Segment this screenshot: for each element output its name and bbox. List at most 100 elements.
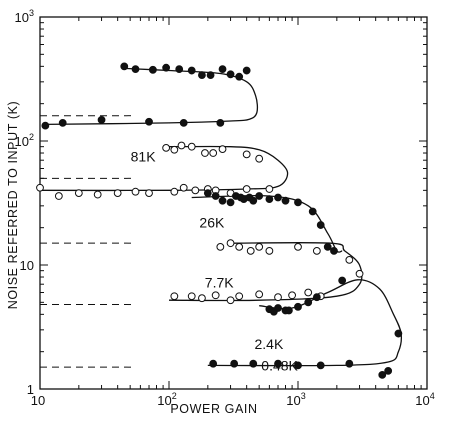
data-point — [175, 65, 184, 74]
data-point — [131, 187, 140, 196]
y-tick-label: 1 — [27, 382, 34, 397]
data-point — [226, 198, 235, 207]
data-point — [198, 71, 206, 79]
series-label: 81K — [131, 148, 157, 164]
data-point — [355, 269, 364, 278]
data-point — [330, 246, 338, 255]
data-point — [294, 242, 302, 251]
data-point — [242, 185, 251, 193]
x-tick-label: 10 — [31, 393, 45, 408]
data-point — [198, 294, 206, 303]
data-point — [170, 292, 179, 301]
data-point — [288, 291, 296, 300]
data-point — [218, 145, 227, 154]
axis-ticks — [39, 17, 427, 390]
data-point — [36, 183, 44, 192]
data-point — [345, 255, 354, 264]
data-point — [211, 192, 220, 200]
data-point — [274, 359, 282, 368]
series-label: 2.4K — [255, 336, 284, 352]
data-point — [246, 246, 255, 255]
data-point — [384, 366, 393, 375]
data-point — [218, 196, 227, 205]
data-point — [216, 242, 225, 251]
data-point — [113, 189, 122, 198]
data-point — [249, 359, 258, 368]
data-point — [162, 143, 171, 152]
data-points — [36, 62, 403, 379]
data-point — [131, 65, 140, 74]
data-point — [211, 291, 220, 300]
data-point — [312, 246, 321, 255]
data-point — [255, 192, 264, 200]
data-point — [206, 71, 215, 79]
data-point — [145, 117, 153, 126]
data-point — [177, 141, 186, 150]
data-point — [230, 359, 239, 368]
data-point — [201, 149, 209, 157]
fit-curve — [39, 145, 289, 192]
data-point — [187, 142, 196, 151]
data-point — [209, 149, 218, 157]
data-point — [97, 115, 106, 124]
series-label: 0.48K — [261, 357, 298, 373]
data-point — [242, 150, 251, 159]
data-point — [304, 298, 313, 307]
plot-border — [39, 16, 428, 390]
series-label: 7.7K — [205, 275, 234, 291]
data-point — [226, 239, 235, 248]
x-axis-label: POWER GAIN — [170, 402, 257, 416]
x-tick-label: 102 — [157, 391, 176, 408]
data-point — [209, 359, 218, 368]
x-tick-labels: 10 102 103 104 — [31, 391, 435, 408]
data-point — [274, 304, 282, 312]
data-point — [148, 65, 157, 74]
data-point — [249, 196, 258, 205]
data-point — [58, 118, 67, 127]
data-point — [187, 66, 196, 75]
data-point — [345, 359, 354, 368]
data-point — [54, 192, 63, 200]
data-point — [338, 276, 347, 285]
data-point — [235, 242, 244, 251]
data-point — [203, 189, 212, 198]
data-point — [93, 190, 102, 199]
data-point — [191, 186, 200, 195]
data-point — [265, 195, 274, 203]
series-labels: 81K 26K 7.7K 2.4K 0.48K — [131, 148, 299, 373]
data-point — [265, 246, 274, 255]
data-point — [74, 189, 83, 198]
data-point — [316, 221, 325, 229]
data-point — [294, 302, 302, 311]
data-point — [294, 198, 302, 207]
data-point — [308, 207, 317, 216]
data-point — [218, 65, 227, 74]
data-point — [179, 118, 188, 127]
data-point — [323, 242, 332, 251]
y-axis-label: NOISE REFERRED TO INPUT (K) — [6, 101, 20, 310]
data-point — [312, 293, 321, 302]
data-point — [226, 296, 235, 305]
data-point — [394, 329, 403, 338]
data-point — [216, 118, 225, 127]
data-point — [265, 185, 274, 193]
data-point — [235, 292, 244, 301]
data-point — [274, 193, 282, 202]
series-label: 26K — [199, 215, 225, 231]
data-point — [255, 242, 264, 251]
data-point — [226, 70, 235, 79]
plot-frame — [39, 16, 428, 390]
data-point — [179, 183, 188, 192]
data-point — [316, 361, 325, 370]
data-point — [235, 72, 244, 81]
data-point — [187, 292, 196, 301]
x-tick-label: 104 — [415, 391, 434, 408]
data-point — [255, 154, 264, 163]
data-point — [304, 288, 313, 297]
x-tick-label: 103 — [286, 391, 305, 408]
data-point — [274, 293, 282, 302]
data-point — [170, 187, 179, 196]
data-point — [162, 63, 171, 72]
data-point — [145, 189, 153, 198]
